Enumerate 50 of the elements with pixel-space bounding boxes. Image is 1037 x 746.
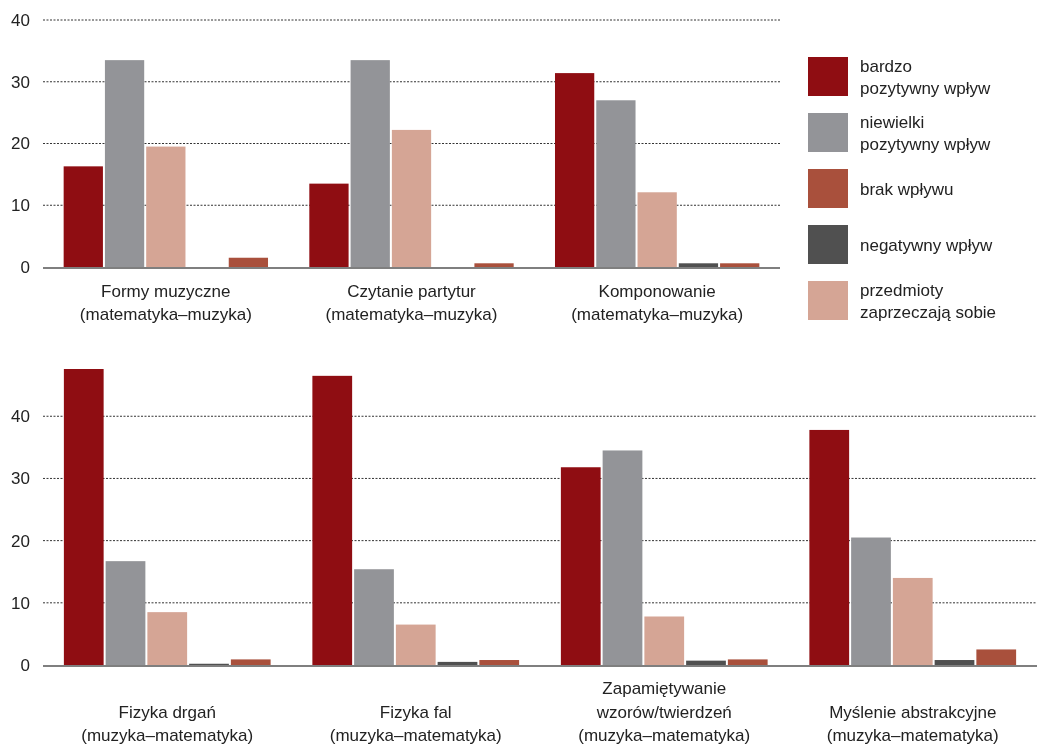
bar [637, 192, 677, 267]
bar [63, 369, 104, 665]
y-tick-label: 40 [11, 407, 30, 427]
bar [596, 100, 636, 267]
bar [391, 129, 432, 267]
bar [851, 537, 891, 665]
bar [228, 257, 269, 267]
legend-label: negatywny wpływ [860, 235, 993, 255]
x-tick-label: Zapamiętywanie wzorów/twierdzeń (muzyka–matematyka) [578, 679, 751, 745]
legend-label: niewielki pozytywny wpływ [860, 112, 992, 154]
y-tick-label: 10 [11, 196, 30, 216]
bar [560, 467, 601, 665]
legend-label: brak wpływu [860, 179, 954, 199]
bar [354, 569, 394, 665]
bar [309, 183, 349, 267]
y-tick-label: 30 [11, 72, 30, 92]
bar [105, 561, 146, 665]
bar [976, 649, 1017, 665]
x-tick-label: Myślenie abstrakcyjne (muzyka–matematyka) [826, 702, 999, 745]
bar [395, 624, 436, 665]
y-tick-label: 10 [11, 593, 30, 613]
bar [312, 375, 353, 665]
legend-label: bardzo pozytywny wpływ [860, 56, 992, 98]
bar [147, 612, 188, 665]
x-tick-label: Formy muzyczne (matematyka–muzyka) [79, 281, 252, 324]
x-tick-label: Czytanie partytur (matematyka–muzyka) [325, 281, 498, 324]
y-tick-label: 0 [20, 257, 30, 277]
bar [892, 577, 933, 665]
y-tick-label: 30 [11, 469, 30, 489]
bar [720, 263, 760, 267]
legend-label: przedmioty zaprzeczają sobie [860, 280, 997, 322]
bar [602, 450, 643, 665]
bar [474, 263, 514, 267]
y-tick-label: 20 [11, 531, 30, 551]
bar [104, 60, 145, 267]
x-tick-label: Fizyka fal (muzyka–matematyka) [329, 702, 502, 745]
bar [727, 659, 768, 665]
bar [63, 166, 103, 267]
y-tick-label: 40 [11, 10, 30, 30]
bar [479, 660, 520, 665]
bar [554, 73, 595, 267]
y-tick-label: 0 [20, 655, 30, 675]
bar [230, 659, 271, 665]
bar [809, 429, 850, 665]
bar [146, 146, 186, 267]
bar [644, 616, 685, 665]
bar [350, 60, 390, 267]
x-tick-label: Fizyka drgań (muzyka–matematyka) [81, 702, 254, 745]
x-tick-label: Komponowanie (matematyka–muzyka) [571, 281, 744, 324]
y-tick-label: 20 [11, 134, 30, 154]
